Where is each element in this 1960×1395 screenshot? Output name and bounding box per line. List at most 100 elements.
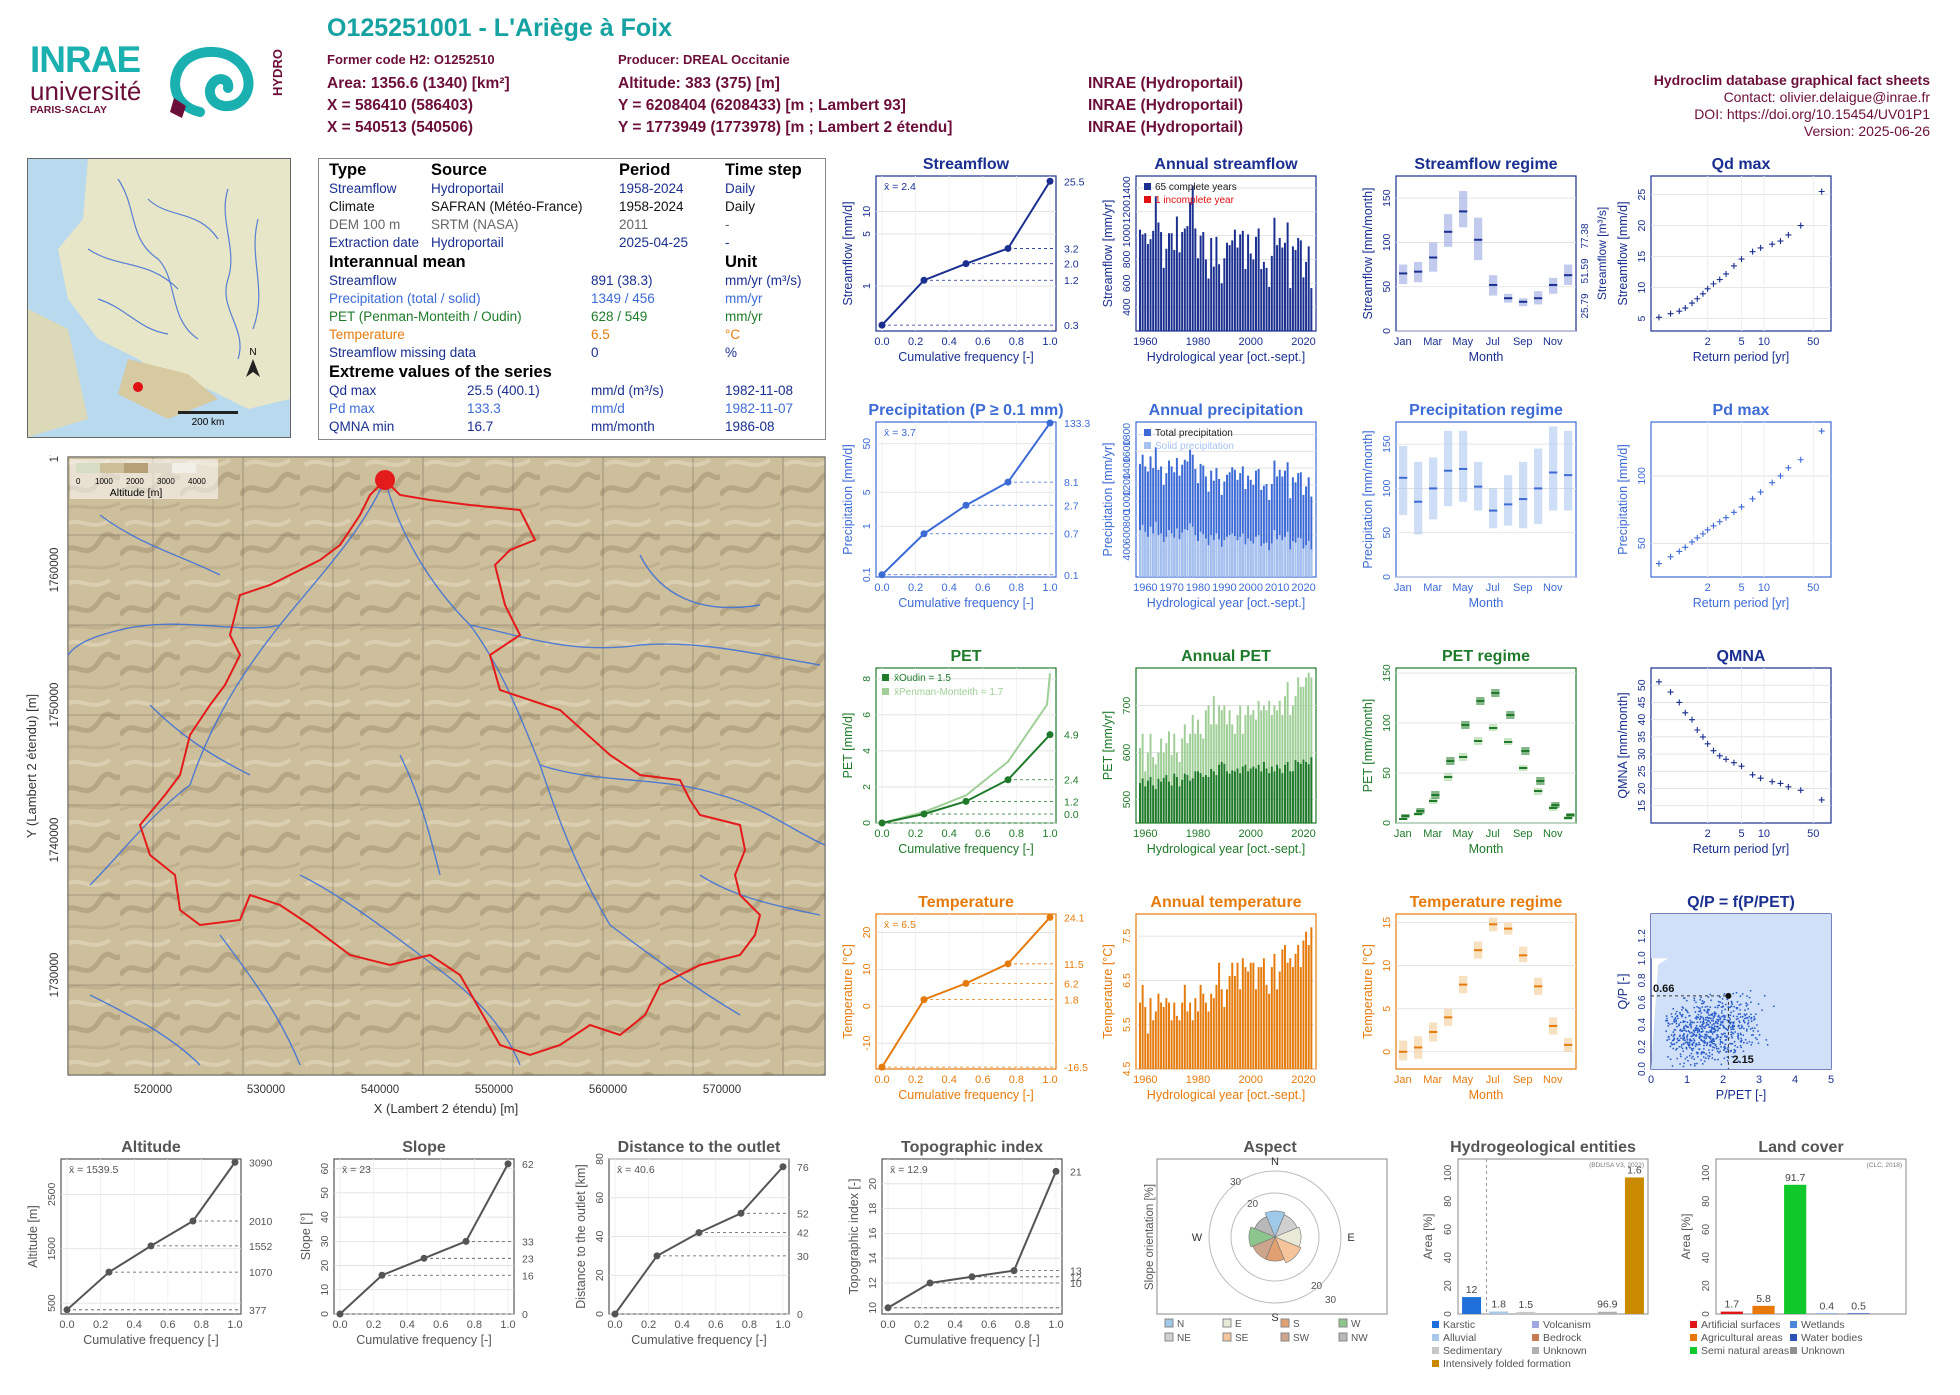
legend-label: NE [1177, 1333, 1191, 1344]
bar-value-label: 1.7 [1725, 1299, 1740, 1311]
bar [1199, 773, 1202, 823]
x-tick-label: 2 [1720, 1074, 1726, 1086]
bar-pm [1252, 710, 1255, 823]
data-point [1777, 238, 1784, 245]
y-axis-label: Topographic index [-] [847, 1178, 861, 1294]
bar [1231, 770, 1234, 823]
y-tick-label: 0 [861, 1003, 873, 1009]
bar [1268, 499, 1271, 577]
quantile-point [695, 1229, 703, 1237]
series-line [887, 1171, 1057, 1309]
bar [1236, 962, 1239, 1069]
row-source: Hydroportail [431, 235, 504, 250]
bar-solid [1220, 546, 1223, 577]
bar [1202, 993, 1205, 1069]
bar [1223, 1007, 1226, 1069]
bar [1186, 226, 1189, 331]
scatter-point [1702, 1040, 1705, 1043]
bar-solid [1160, 533, 1163, 577]
legend-label: S [1293, 1319, 1300, 1330]
scatter-point [1682, 1065, 1685, 1068]
scatter-point [1704, 1025, 1707, 1027]
scatter-point [1743, 1020, 1745, 1023]
row-step: Daily [725, 181, 756, 196]
scatter-point [1696, 1021, 1699, 1024]
bar [1173, 773, 1176, 823]
legend-swatch [1690, 1347, 1697, 1354]
bar [1189, 1002, 1192, 1069]
right-tick-label: 3090 [249, 1157, 273, 1169]
chart-title: PET [950, 648, 981, 665]
legend-swatch [1338, 1318, 1348, 1328]
bar [1210, 993, 1213, 1069]
regime-box [1549, 426, 1558, 511]
right-tick-label: 377 [249, 1305, 267, 1317]
rose-sector [1254, 1216, 1276, 1238]
bar [1310, 496, 1313, 577]
scatter-point [1701, 1027, 1703, 1030]
scatter-point [1668, 1038, 1671, 1041]
bar [1210, 238, 1213, 331]
scatter-point [1707, 1020, 1710, 1022]
data-point [1769, 778, 1776, 785]
scatter-point [1693, 1021, 1695, 1024]
y-tick-label: 80 [1443, 1195, 1454, 1207]
scatter-point [1741, 993, 1744, 995]
scatter-point [1728, 1020, 1731, 1022]
scatter-point [1711, 1038, 1714, 1040]
mean-value: 628 / 549 [591, 309, 648, 324]
bar [1276, 476, 1279, 577]
bar [1165, 998, 1168, 1069]
y-tick-label: 1000 [1121, 490, 1133, 514]
x-tick-label: 5 [1828, 1074, 1834, 1086]
rose-sector [1264, 1210, 1286, 1238]
row-step: - [725, 217, 730, 232]
scatter-point [1690, 1031, 1693, 1034]
scatter-point [1707, 1008, 1709, 1011]
row-step: Daily [725, 199, 756, 214]
ring-label: 30 [1230, 1177, 1242, 1188]
scatter-point [1727, 1029, 1729, 1031]
bar-pm [1204, 710, 1207, 823]
y-tick-label: 60 [1443, 1223, 1454, 1235]
france-location-map: N 200 km [27, 158, 291, 438]
extreme-values-title: Extreme values of the series [329, 363, 552, 381]
bar [1291, 771, 1294, 823]
bar-pm [1215, 724, 1218, 823]
bar [1815, 1313, 1838, 1314]
version: Version: 2025-06-26 [1803, 123, 1930, 139]
x-tick-label: Jul [1486, 582, 1500, 594]
y-axis-label: Precipitation [mm/month] [1361, 430, 1375, 568]
scatter-point [1750, 1020, 1753, 1023]
scatter-point [1730, 1035, 1733, 1038]
bar [1262, 261, 1265, 331]
scatter-point [1690, 1035, 1693, 1038]
bar [1720, 1311, 1743, 1314]
bar-value-label: 0.5 [1851, 1300, 1866, 1312]
x-axis-label: Hydrological year [oct.-sept.] [1147, 1088, 1305, 1102]
right-tick-label: 0.0 [1064, 809, 1079, 821]
scatter-point [1724, 1035, 1726, 1038]
y-tick-label: 14 [867, 1252, 879, 1264]
row-type: Extraction date [329, 235, 420, 250]
scatter-point [1693, 1064, 1696, 1067]
bar [1168, 1002, 1170, 1069]
y-tick-label: 1500 [46, 1237, 58, 1261]
e-regime-chart: PET regime Month PET [mm/month] 0 50 100 150 Ja… [1361, 648, 1577, 856]
legend-label: Intensively folded formation [1443, 1358, 1571, 1370]
y-tick-label: 0 [319, 1311, 331, 1317]
y-axis-label: Distance to the outlet [km] [574, 1164, 588, 1309]
right-tick-label: 16 [522, 1270, 534, 1282]
y-tick-label: 1400 [1121, 456, 1133, 480]
quantile-point [1046, 419, 1054, 427]
x-tick-label: Jan [1394, 582, 1412, 594]
x-axis-label: Cumulative frequency [-] [898, 842, 1033, 856]
mean-unit: % [725, 345, 738, 360]
x-tick-label: 0.2 [908, 582, 923, 594]
data-point [1757, 489, 1764, 496]
bar [1286, 962, 1289, 1069]
right-tick-label: 12 [1070, 1272, 1082, 1284]
scatter-point [1690, 1026, 1692, 1029]
scatter-point [1740, 1046, 1743, 1049]
